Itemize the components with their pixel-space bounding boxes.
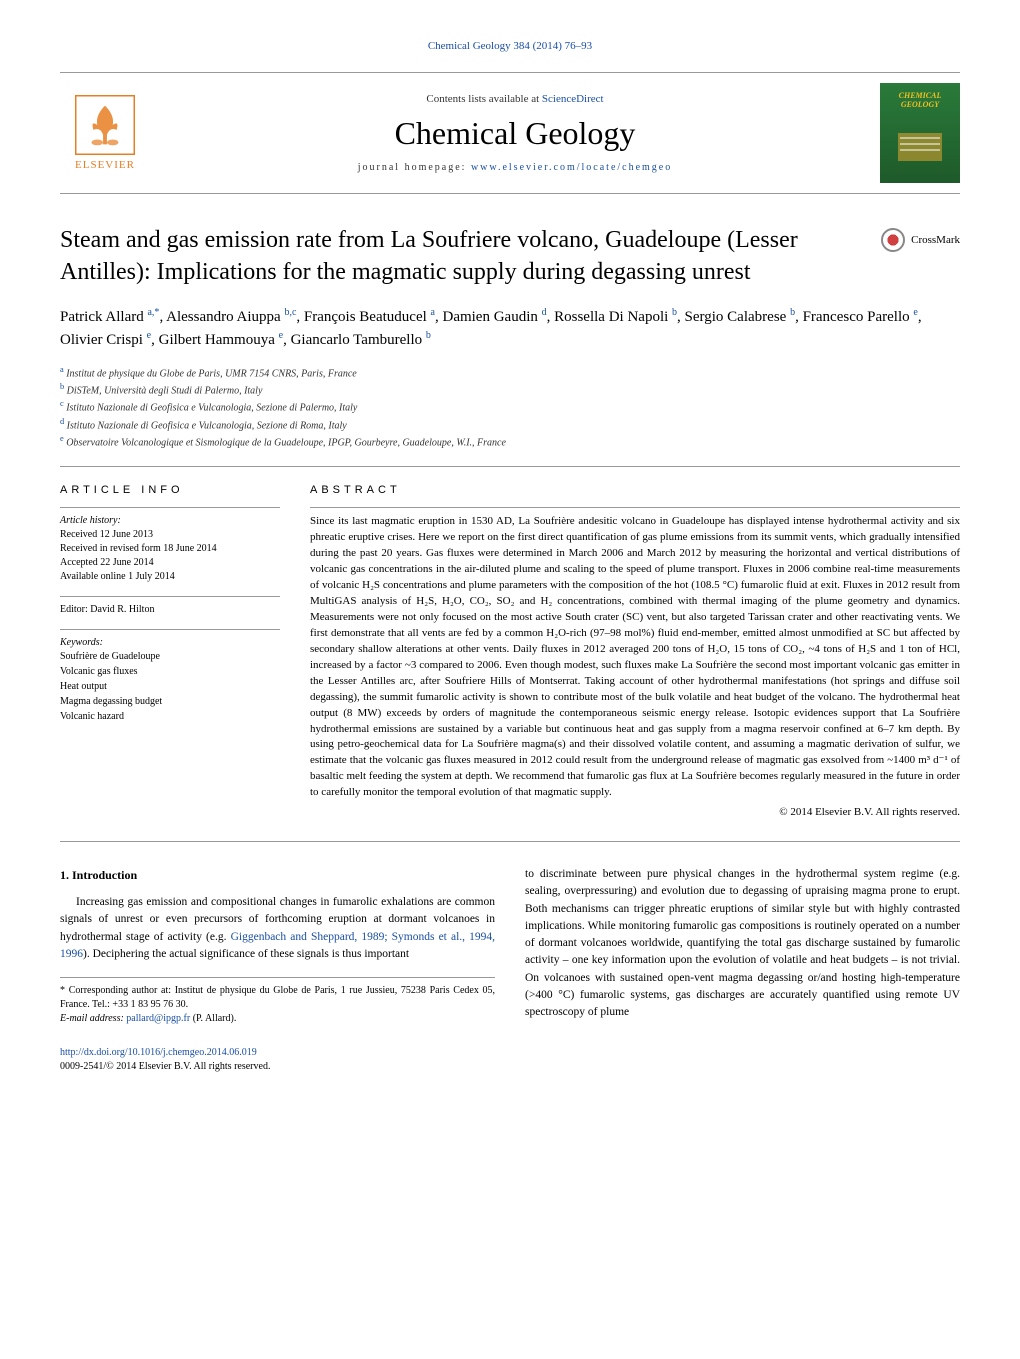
introduction-heading: 1. Introduction	[60, 866, 495, 884]
citation-link[interactable]: Chemical Geology 384 (2014) 76–93	[428, 40, 592, 52]
sciencedirect-line: Contents lists available at ScienceDirec…	[150, 93, 880, 105]
history-list: Received 12 June 2013Received in revised…	[60, 528, 280, 584]
crossmark-badge[interactable]: CrossMark	[881, 228, 960, 252]
email-footnote: E-mail address: pallard@ipgp.fr (P. Alla…	[60, 1012, 495, 1026]
affiliation-line: a Institut de physique du Globe de Paris…	[60, 364, 960, 381]
history-line: Received in revised form 18 June 2014	[60, 542, 280, 556]
info-abstract-row: ARTICLE INFO Article history: Received 1…	[60, 483, 960, 821]
article-info-heading: ARTICLE INFO	[60, 483, 280, 498]
introduction-paragraph-1: Increasing gas emission and compositiona…	[60, 894, 495, 963]
keyword-item: Heat output	[60, 680, 280, 694]
corr-marker: *	[60, 985, 65, 996]
authors-list: Patrick Allard a,*, Alessandro Aiuppa b,…	[60, 305, 960, 352]
email-label: E-mail address:	[60, 1013, 126, 1024]
keywords-block: Keywords: Soufrière de GuadeloupeVolcani…	[60, 629, 280, 724]
history-block: Article history: Received 12 June 2013Re…	[60, 507, 280, 584]
email-link[interactable]: pallard@ipgp.fr	[126, 1013, 190, 1024]
editor-name: David R. Hilton	[90, 604, 154, 615]
introduction-section: 1. Introduction Increasing gas emission …	[60, 866, 960, 1026]
elsevier-tree-icon	[75, 95, 135, 155]
intro-text-after-cite: ). Deciphering the actual significance o…	[83, 948, 409, 960]
sciencedirect-link[interactable]: ScienceDirect	[542, 93, 604, 105]
journal-homepage-line: journal homepage: www.elsevier.com/locat…	[150, 162, 880, 173]
journal-header: ELSEVIER Contents lists available at Sci…	[60, 72, 960, 194]
footer-doi-block: http://dx.doi.org/10.1016/j.chemgeo.2014…	[60, 1046, 960, 1074]
abstract-copyright: © 2014 Elsevier B.V. All rights reserved…	[310, 805, 960, 821]
history-label: Article history:	[60, 514, 280, 528]
issn-copyright: 0009-2541/© 2014 Elsevier B.V. All right…	[60, 1061, 270, 1072]
header-citation: Chemical Geology 384 (2014) 76–93	[60, 40, 960, 52]
affiliation-line: d Istituto Nazionale di Geofisica e Vulc…	[60, 416, 960, 433]
history-line: Available online 1 July 2014	[60, 570, 280, 584]
introduction-paragraph-2: to discriminate between pure physical ch…	[525, 866, 960, 1021]
article-info-column: ARTICLE INFO Article history: Received 1…	[60, 483, 280, 821]
keyword-item: Magma degassing budget	[60, 695, 280, 709]
journal-name: Chemical Geology	[150, 115, 880, 152]
doi-link[interactable]: http://dx.doi.org/10.1016/j.chemgeo.2014…	[60, 1047, 257, 1058]
history-line: Received 12 June 2013	[60, 528, 280, 542]
corresponding-author-footnote: * Corresponding author at: Institut de p…	[60, 984, 495, 1012]
contents-prefix: Contents lists available at	[426, 93, 541, 105]
keyword-item: Volcanic gas fluxes	[60, 665, 280, 679]
footnotes-block: * Corresponding author at: Institut de p…	[60, 977, 495, 1026]
abstract-column: ABSTRACT Since its last magmatic eruptio…	[310, 483, 960, 821]
keywords-label: Keywords:	[60, 636, 280, 650]
affiliation-line: c Istituto Nazionale di Geofisica e Vulc…	[60, 398, 960, 415]
article-title: Steam and gas emission rate from La Souf…	[60, 224, 800, 289]
affiliations-list: a Institut de physique du Globe de Paris…	[60, 364, 960, 451]
abstract-heading: ABSTRACT	[310, 483, 960, 499]
journal-cover-thumbnail: CHEMICAL GEOLOGY	[880, 83, 960, 183]
keyword-item: Soufrière de Guadeloupe	[60, 650, 280, 664]
homepage-link[interactable]: www.elsevier.com/locate/chemgeo	[471, 162, 672, 173]
elsevier-logo: ELSEVIER	[60, 88, 150, 178]
cover-title: CHEMICAL GEOLOGY	[884, 91, 956, 109]
affiliation-line: e Observatoire Volcanologique et Sismolo…	[60, 433, 960, 450]
crossmark-label: CrossMark	[911, 234, 960, 246]
abstract-text: Since its last magmatic eruption in 1530…	[310, 507, 960, 801]
homepage-prefix: journal homepage:	[358, 162, 471, 173]
journal-center-block: Contents lists available at ScienceDirec…	[150, 93, 880, 173]
elsevier-text: ELSEVIER	[75, 159, 135, 171]
keywords-list: Soufrière de GuadeloupeVolcanic gas flux…	[60, 650, 280, 724]
affiliation-line: b DiSTeM, Università degli Studi di Pale…	[60, 381, 960, 398]
keyword-item: Volcanic hazard	[60, 710, 280, 724]
corr-text: Corresponding author at: Institut de phy…	[60, 985, 495, 1010]
cover-graphic-icon	[890, 113, 950, 173]
crossmark-icon	[881, 228, 905, 252]
editor-label: Editor:	[60, 604, 90, 615]
email-suffix: (P. Allard).	[190, 1013, 236, 1024]
divider-line-2	[60, 841, 960, 842]
divider-line	[60, 466, 960, 467]
editor-block: Editor: David R. Hilton	[60, 596, 280, 617]
history-line: Accepted 22 June 2014	[60, 556, 280, 570]
